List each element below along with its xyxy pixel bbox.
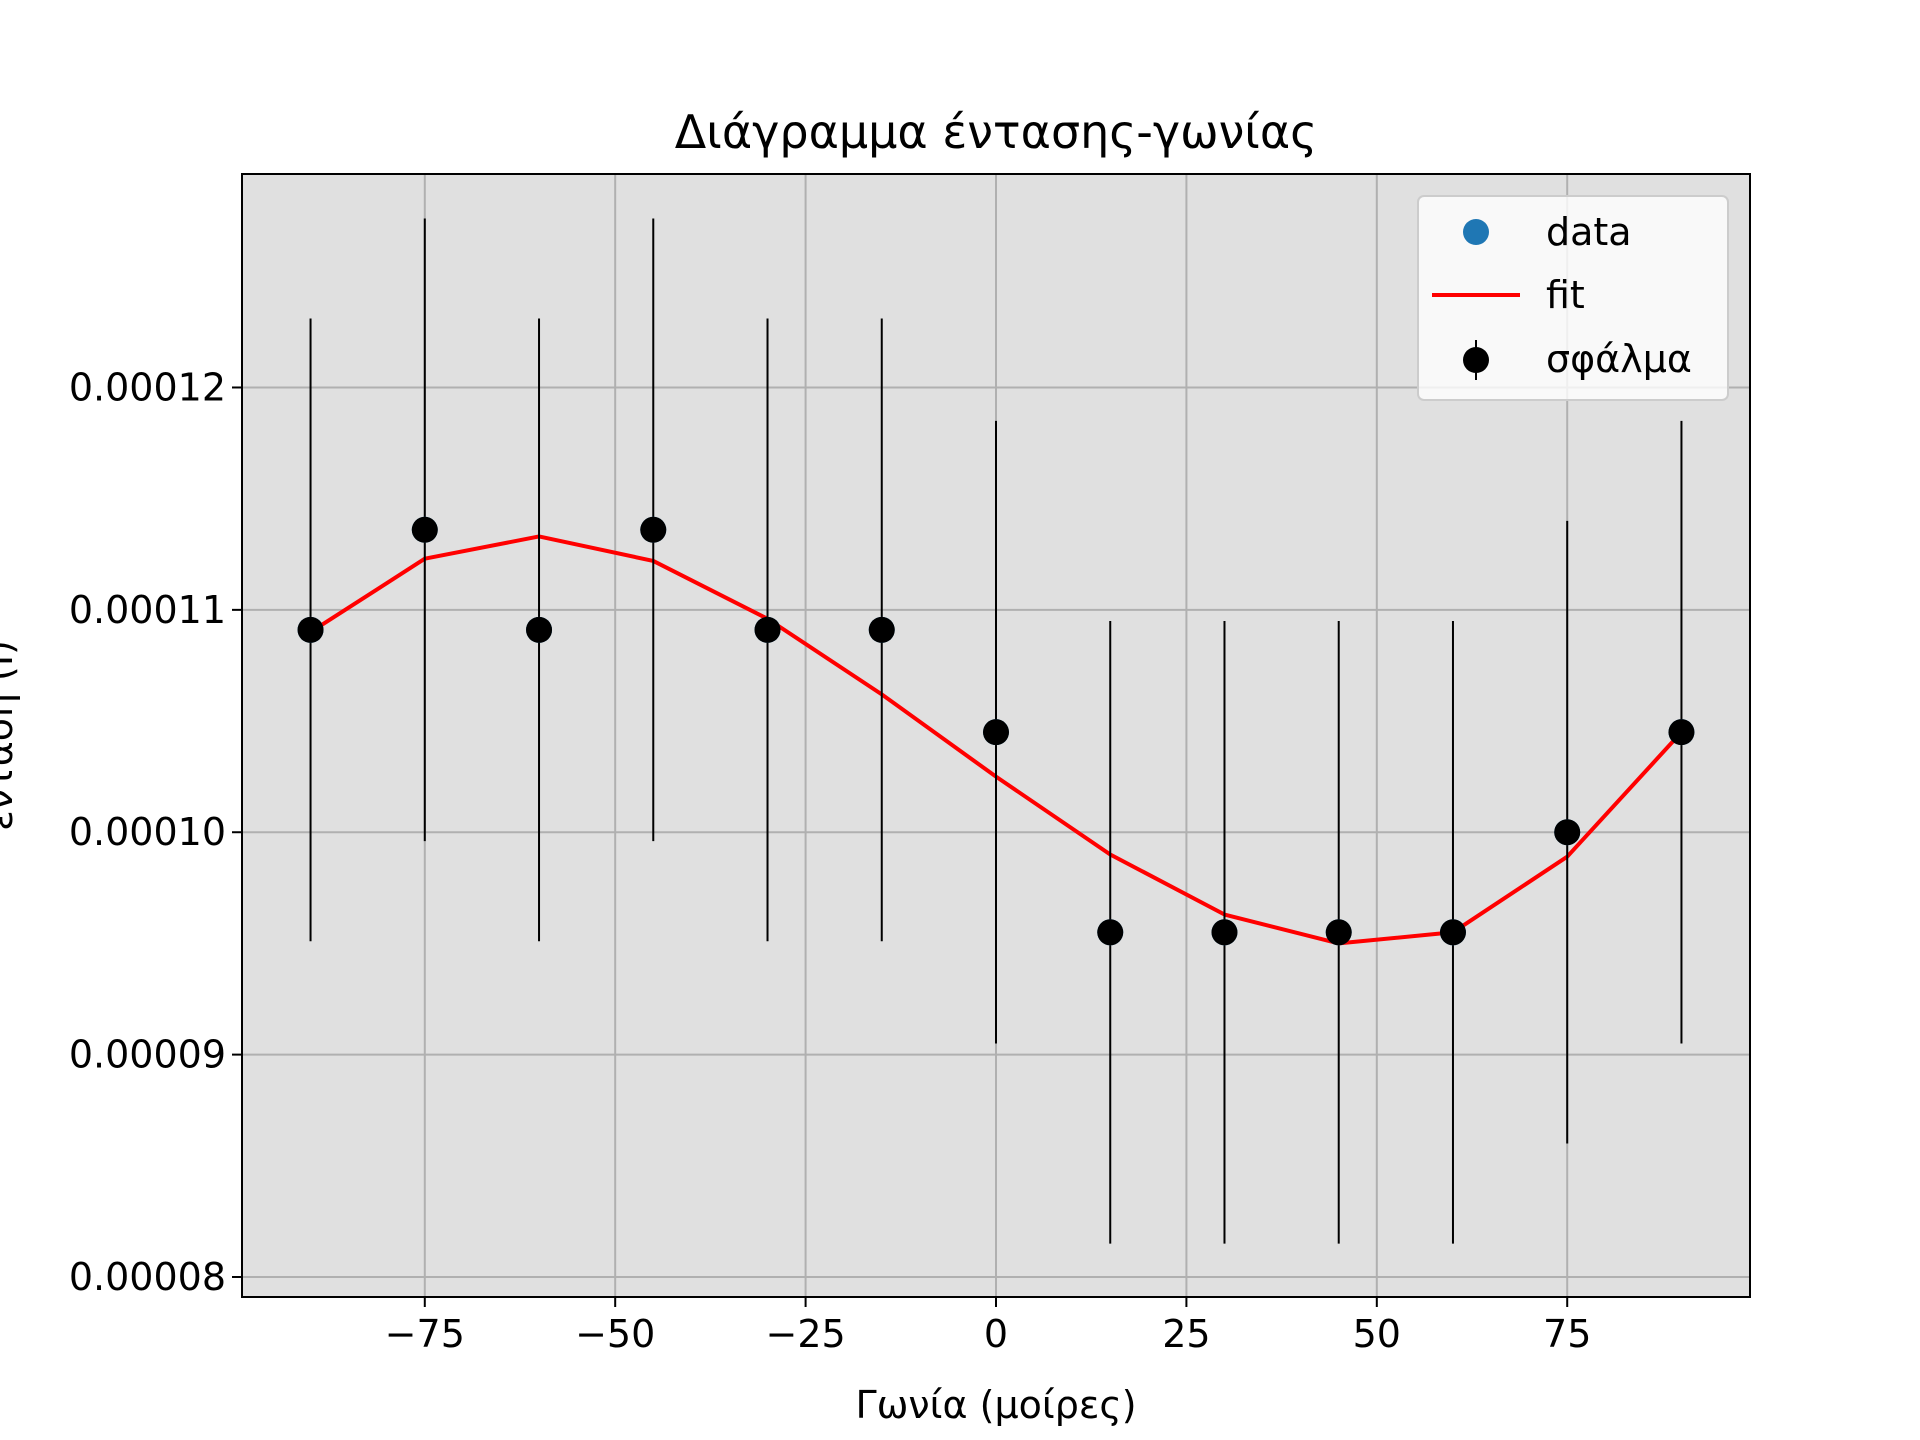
error-point [297,616,324,643]
x-axis-label: Γωνία (μοίρες) [855,1383,1136,1427]
y-tick-label: 0.00011 [69,588,226,632]
x-tick-label: −50 [575,1312,655,1356]
error-point [1325,919,1352,946]
y-axis-label: ένταση (I) [0,640,21,831]
legend-marker-data [1463,219,1489,245]
x-tick-label: 0 [984,1312,1008,1356]
error-point [640,516,667,543]
error-point [1097,919,1124,946]
y-tick-label: 0.00012 [69,365,226,409]
x-axis: −75 −50 −25 0 25 50 75 [385,1297,1591,1356]
y-tick-label: 0.00009 [69,1033,226,1077]
error-point [1439,919,1466,946]
x-tick-label: 50 [1353,1312,1401,1356]
y-axis: 0.00008 0.00009 0.00010 0.00011 0.00012 [69,365,242,1299]
error-point [868,616,895,643]
legend-label-error: σφάλμα [1546,337,1692,381]
error-point [1211,919,1238,946]
x-tick-label: 25 [1162,1312,1210,1356]
error-point [983,719,1009,746]
error-point [411,516,438,543]
point-layer [297,516,1695,946]
legend-label-fit: fit [1546,273,1585,317]
legend: data fit σφάλμα [1417,195,1729,401]
x-tick-label: −25 [765,1312,845,1356]
error-point [1668,719,1695,746]
y-tick-label: 0.00010 [69,810,226,854]
error-point [754,616,781,643]
error-point [1554,819,1581,846]
error-point [526,616,553,643]
legend-label-data: data [1546,210,1632,254]
legend-box [1417,195,1729,401]
chart-title: Διάγραμμα έντασης-γωνίας [675,105,1317,159]
x-tick-label: 75 [1543,1312,1591,1356]
x-tick-label: −75 [385,1312,465,1356]
y-tick-label: 0.00008 [69,1255,226,1299]
legend-marker-error-point [1463,347,1489,373]
